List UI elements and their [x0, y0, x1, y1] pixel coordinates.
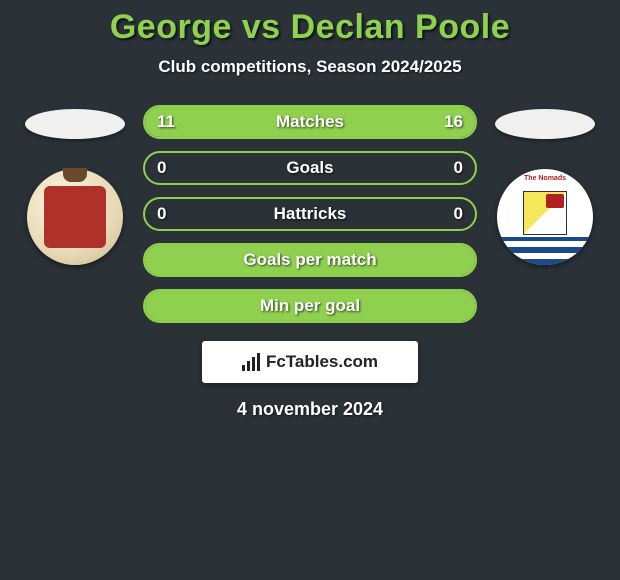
- brand-logo[interactable]: FcTables.com: [202, 341, 418, 383]
- stat-value-right: 0: [454, 158, 463, 178]
- club-crest-right: The Nomads: [497, 169, 593, 265]
- main-row: 11 16 Matches 0 0 Goals 0 0 Hattricks Goals per m…: [0, 105, 620, 323]
- stat-label: Matches: [276, 112, 344, 132]
- stat-value-left: 11: [157, 112, 175, 132]
- crest-left-shield: [44, 186, 106, 248]
- stat-row: Goals per match: [143, 243, 477, 277]
- bar-chart-icon: [242, 353, 260, 371]
- ship-icon: [63, 168, 87, 182]
- stat-row: 0 0 Goals: [143, 151, 477, 185]
- flag-left: [25, 109, 125, 139]
- stat-row: 0 0 Hattricks: [143, 197, 477, 231]
- stat-row: 11 16 Matches: [143, 105, 477, 139]
- stat-value-right: 16: [444, 112, 463, 132]
- stat-label: Goals: [286, 158, 333, 178]
- stat-bars: 11 16 Matches 0 0 Goals 0 0 Hattricks Goals per m…: [135, 105, 485, 323]
- player-left-column: [15, 105, 135, 265]
- flag-right: [495, 109, 595, 139]
- comparison-card: George vs Declan Poole Club competitions…: [0, 0, 620, 420]
- stat-label: Hattricks: [274, 204, 347, 224]
- crest-right-shield: [523, 191, 567, 235]
- stat-value-left: 0: [157, 204, 166, 224]
- stat-label: Min per goal: [260, 296, 360, 316]
- date-label: 4 november 2024: [0, 399, 620, 420]
- stat-row: Min per goal: [143, 289, 477, 323]
- player-right-column: The Nomads: [485, 105, 605, 265]
- brand-text: FcTables.com: [266, 352, 378, 372]
- crest-right-banner: The Nomads: [522, 175, 568, 182]
- subtitle: Club competitions, Season 2024/2025: [0, 57, 620, 77]
- stat-value-right: 0: [454, 204, 463, 224]
- stat-value-left: 0: [157, 158, 166, 178]
- page-title: George vs Declan Poole: [0, 8, 620, 47]
- stat-label: Goals per match: [243, 250, 376, 270]
- club-crest-left: [27, 169, 123, 265]
